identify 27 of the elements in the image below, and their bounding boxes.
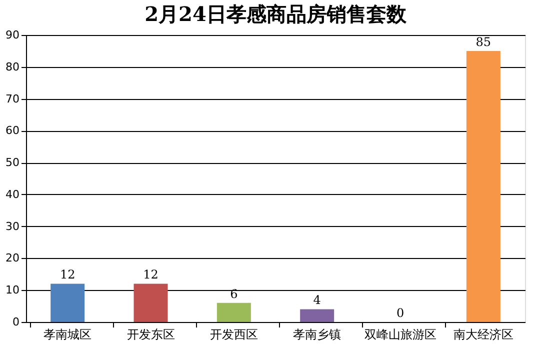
bar — [216, 302, 251, 322]
y-tick-label: 30 — [6, 220, 20, 233]
y-tick-label: 20 — [6, 252, 20, 265]
y-tick-label: 80 — [6, 60, 20, 74]
data-label: 85 — [476, 34, 492, 49]
x-tick-label: 双峰山旅游区 — [364, 328, 436, 342]
y-tick-label: 40 — [6, 188, 20, 201]
y-tick-label: 10 — [6, 284, 20, 297]
x-tick-label: 开发东区 — [126, 328, 175, 342]
y-tick-label: 0 — [12, 316, 20, 328]
chart-title: 2月24日孝感商品房销售套数 — [144, 2, 408, 26]
y-tick-label: 90 — [6, 28, 20, 42]
bar — [300, 309, 334, 322]
data-label: 12 — [143, 268, 158, 282]
y-tick-label: 50 — [6, 156, 20, 170]
x-tick-label: 南大经济区 — [453, 328, 514, 342]
bar — [134, 284, 168, 322]
data-label: 4 — [313, 293, 322, 308]
bar — [50, 284, 85, 322]
data-label: 12 — [60, 268, 76, 282]
bar — [466, 50, 500, 322]
y-tick-label: 70 — [6, 92, 20, 106]
x-tick-label: 孝南城区 — [44, 328, 92, 342]
x-tick-label: 开发西区 — [210, 328, 258, 342]
y-tick-label: 60 — [6, 124, 20, 138]
data-label: 0 — [396, 306, 404, 320]
x-tick-label: 孝南乡镇 — [293, 328, 342, 342]
